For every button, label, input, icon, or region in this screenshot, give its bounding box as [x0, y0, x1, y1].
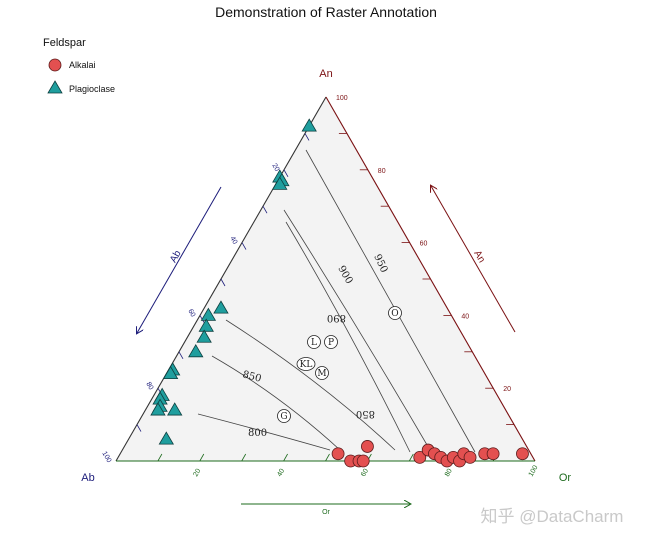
raster-background	[116, 97, 535, 461]
ab-arrow-label: Ab	[168, 248, 184, 264]
isotherm-label: 800	[248, 428, 267, 439]
an-direction-arrow	[431, 186, 516, 333]
tick-or	[283, 453, 288, 462]
tick-or	[199, 453, 205, 462]
tick-ab	[178, 351, 184, 359]
tick-label-or: 40	[276, 468, 286, 478]
data-points	[150, 118, 529, 468]
tick-ab	[220, 278, 226, 287]
plagioclase-point	[301, 118, 317, 132]
alkalai-point	[486, 447, 500, 461]
tick-or	[241, 453, 247, 462]
isotherm-curve	[211, 355, 341, 451]
tick-label-an: 20	[503, 386, 511, 393]
legend-title: Feldspar	[43, 37, 86, 49]
tick-label-an: 100	[336, 95, 348, 102]
watermark: 知乎 @DataCharm	[481, 507, 624, 526]
tick-label-or: 80	[444, 468, 454, 478]
alkalai-point	[516, 447, 529, 461]
legend-marker-plagioclase	[47, 80, 63, 94]
tick-or	[408, 453, 414, 462]
alkalai-point	[331, 447, 345, 461]
plagioclase-point	[167, 402, 183, 416]
plagioclase-point	[162, 365, 179, 380]
mark-circle	[315, 366, 329, 380]
alkalai-point	[356, 454, 370, 468]
plagioclase-point	[213, 300, 229, 314]
tick-label-ab: 20	[270, 163, 280, 173]
legend-label-alkalai: Alkalai	[69, 60, 96, 70]
isotherm-label: 850	[356, 408, 375, 419]
alkalai-point	[463, 450, 477, 464]
isotherm-curve	[283, 209, 431, 451]
mark-circle	[277, 409, 291, 423]
tick-label-an: 60	[420, 241, 428, 248]
tick-label-an: 40	[461, 313, 469, 320]
tick-or	[325, 453, 330, 462]
tick-ab	[283, 169, 289, 177]
isotherm-curve	[285, 221, 411, 453]
isotherm-label: 890	[327, 312, 346, 323]
mark-label: G	[280, 412, 287, 422]
isotherm-label: 850	[241, 369, 262, 385]
tick-label-ab: 40	[228, 235, 238, 245]
tick-ab	[136, 424, 142, 432]
mark-circle	[307, 335, 321, 349]
an-arrow-label: An	[471, 249, 487, 265]
plagioclase-point	[158, 431, 175, 445]
isotherm-curve	[197, 413, 331, 451]
apex-label-an: An	[319, 68, 332, 80]
plagioclase-point	[196, 329, 212, 343]
tick-label-or: 20	[192, 468, 202, 478]
mark-circle	[296, 357, 316, 371]
tick-ab	[262, 206, 268, 214]
plagioclase-point	[200, 307, 217, 321]
mark-circle	[388, 306, 402, 320]
isotherm-curves	[197, 149, 476, 453]
mark-label: L	[311, 338, 317, 348]
legend: Feldspar Alkalai Plagioclase	[43, 37, 115, 94]
legend-marker-alkalai	[48, 58, 62, 72]
tick-label-ab: 100	[100, 450, 112, 464]
mark-label: KL	[300, 360, 313, 370]
apex-label-or: Or	[559, 472, 572, 484]
isotherm-curve	[305, 149, 476, 453]
legend-label-plagioclase: Plagioclase	[69, 84, 115, 94]
tick-label-or: 100	[528, 464, 540, 478]
mark-label: O	[391, 309, 398, 319]
tick-label-ab: 60	[186, 308, 196, 318]
background-mark-labels: L P KL M O G	[280, 309, 398, 422]
mark-label: P	[328, 338, 334, 348]
tick-label-or: 60	[360, 468, 370, 478]
plagioclase-point	[188, 344, 204, 358]
alkalai-point	[361, 440, 374, 453]
or-arrow-label: Or	[322, 509, 330, 516]
mark-circle	[324, 335, 338, 349]
tick-label-an: 80	[378, 168, 386, 175]
plagioclase-point	[272, 176, 288, 190]
tick-label-ab: 80	[144, 381, 154, 391]
plagioclase-point	[150, 402, 166, 416]
mark-label: M	[317, 369, 326, 379]
axis-tick-labels: 20 20 20 40 40 40 60 60 60 80 80 80 100 100 100	[100, 95, 539, 478]
tick-ab	[241, 242, 247, 250]
isotherm-curve	[225, 319, 396, 451]
chart-title: Demonstration of Raster Annotation	[215, 4, 437, 20]
plagioclase-point	[198, 318, 214, 332]
alkalai-point	[413, 450, 427, 464]
apex-label-ab: Ab	[81, 472, 94, 484]
ab-direction-arrow	[137, 186, 222, 333]
tick-or	[157, 453, 163, 462]
background-marks	[277, 306, 402, 423]
tick-ab	[304, 133, 310, 141]
